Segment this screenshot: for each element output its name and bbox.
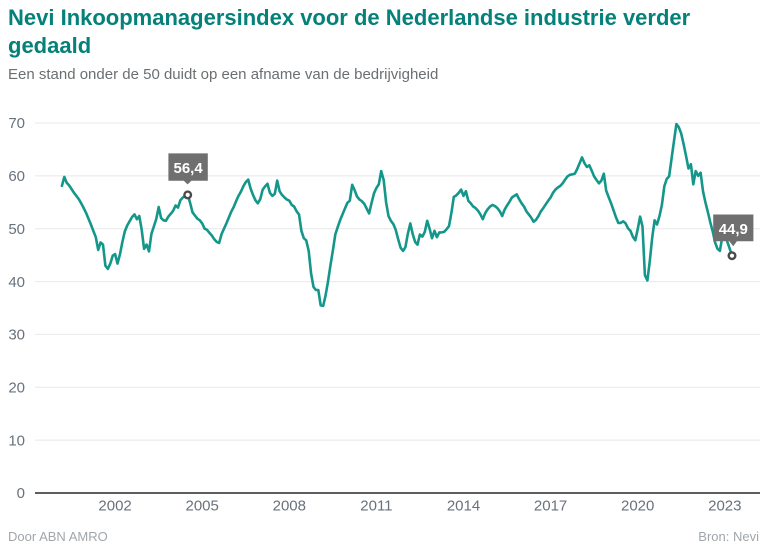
svg-text:44,9: 44,9 bbox=[719, 221, 748, 238]
svg-text:56,4: 56,4 bbox=[173, 160, 203, 177]
svg-text:2011: 2011 bbox=[360, 498, 392, 515]
svg-text:30: 30 bbox=[8, 327, 25, 344]
svg-text:2017: 2017 bbox=[534, 498, 567, 515]
svg-text:50: 50 bbox=[8, 221, 25, 238]
svg-text:2023: 2023 bbox=[708, 498, 741, 515]
svg-text:2008: 2008 bbox=[273, 498, 306, 515]
svg-text:2020: 2020 bbox=[621, 498, 654, 515]
svg-text:2014: 2014 bbox=[447, 498, 480, 515]
svg-text:0: 0 bbox=[17, 485, 25, 502]
svg-text:70: 70 bbox=[8, 115, 25, 132]
svg-text:10: 10 bbox=[8, 432, 25, 449]
svg-text:2002: 2002 bbox=[98, 498, 131, 515]
svg-text:60: 60 bbox=[8, 168, 25, 185]
svg-text:2005: 2005 bbox=[186, 498, 219, 515]
svg-text:40: 40 bbox=[8, 274, 25, 291]
svg-text:20: 20 bbox=[8, 380, 25, 397]
